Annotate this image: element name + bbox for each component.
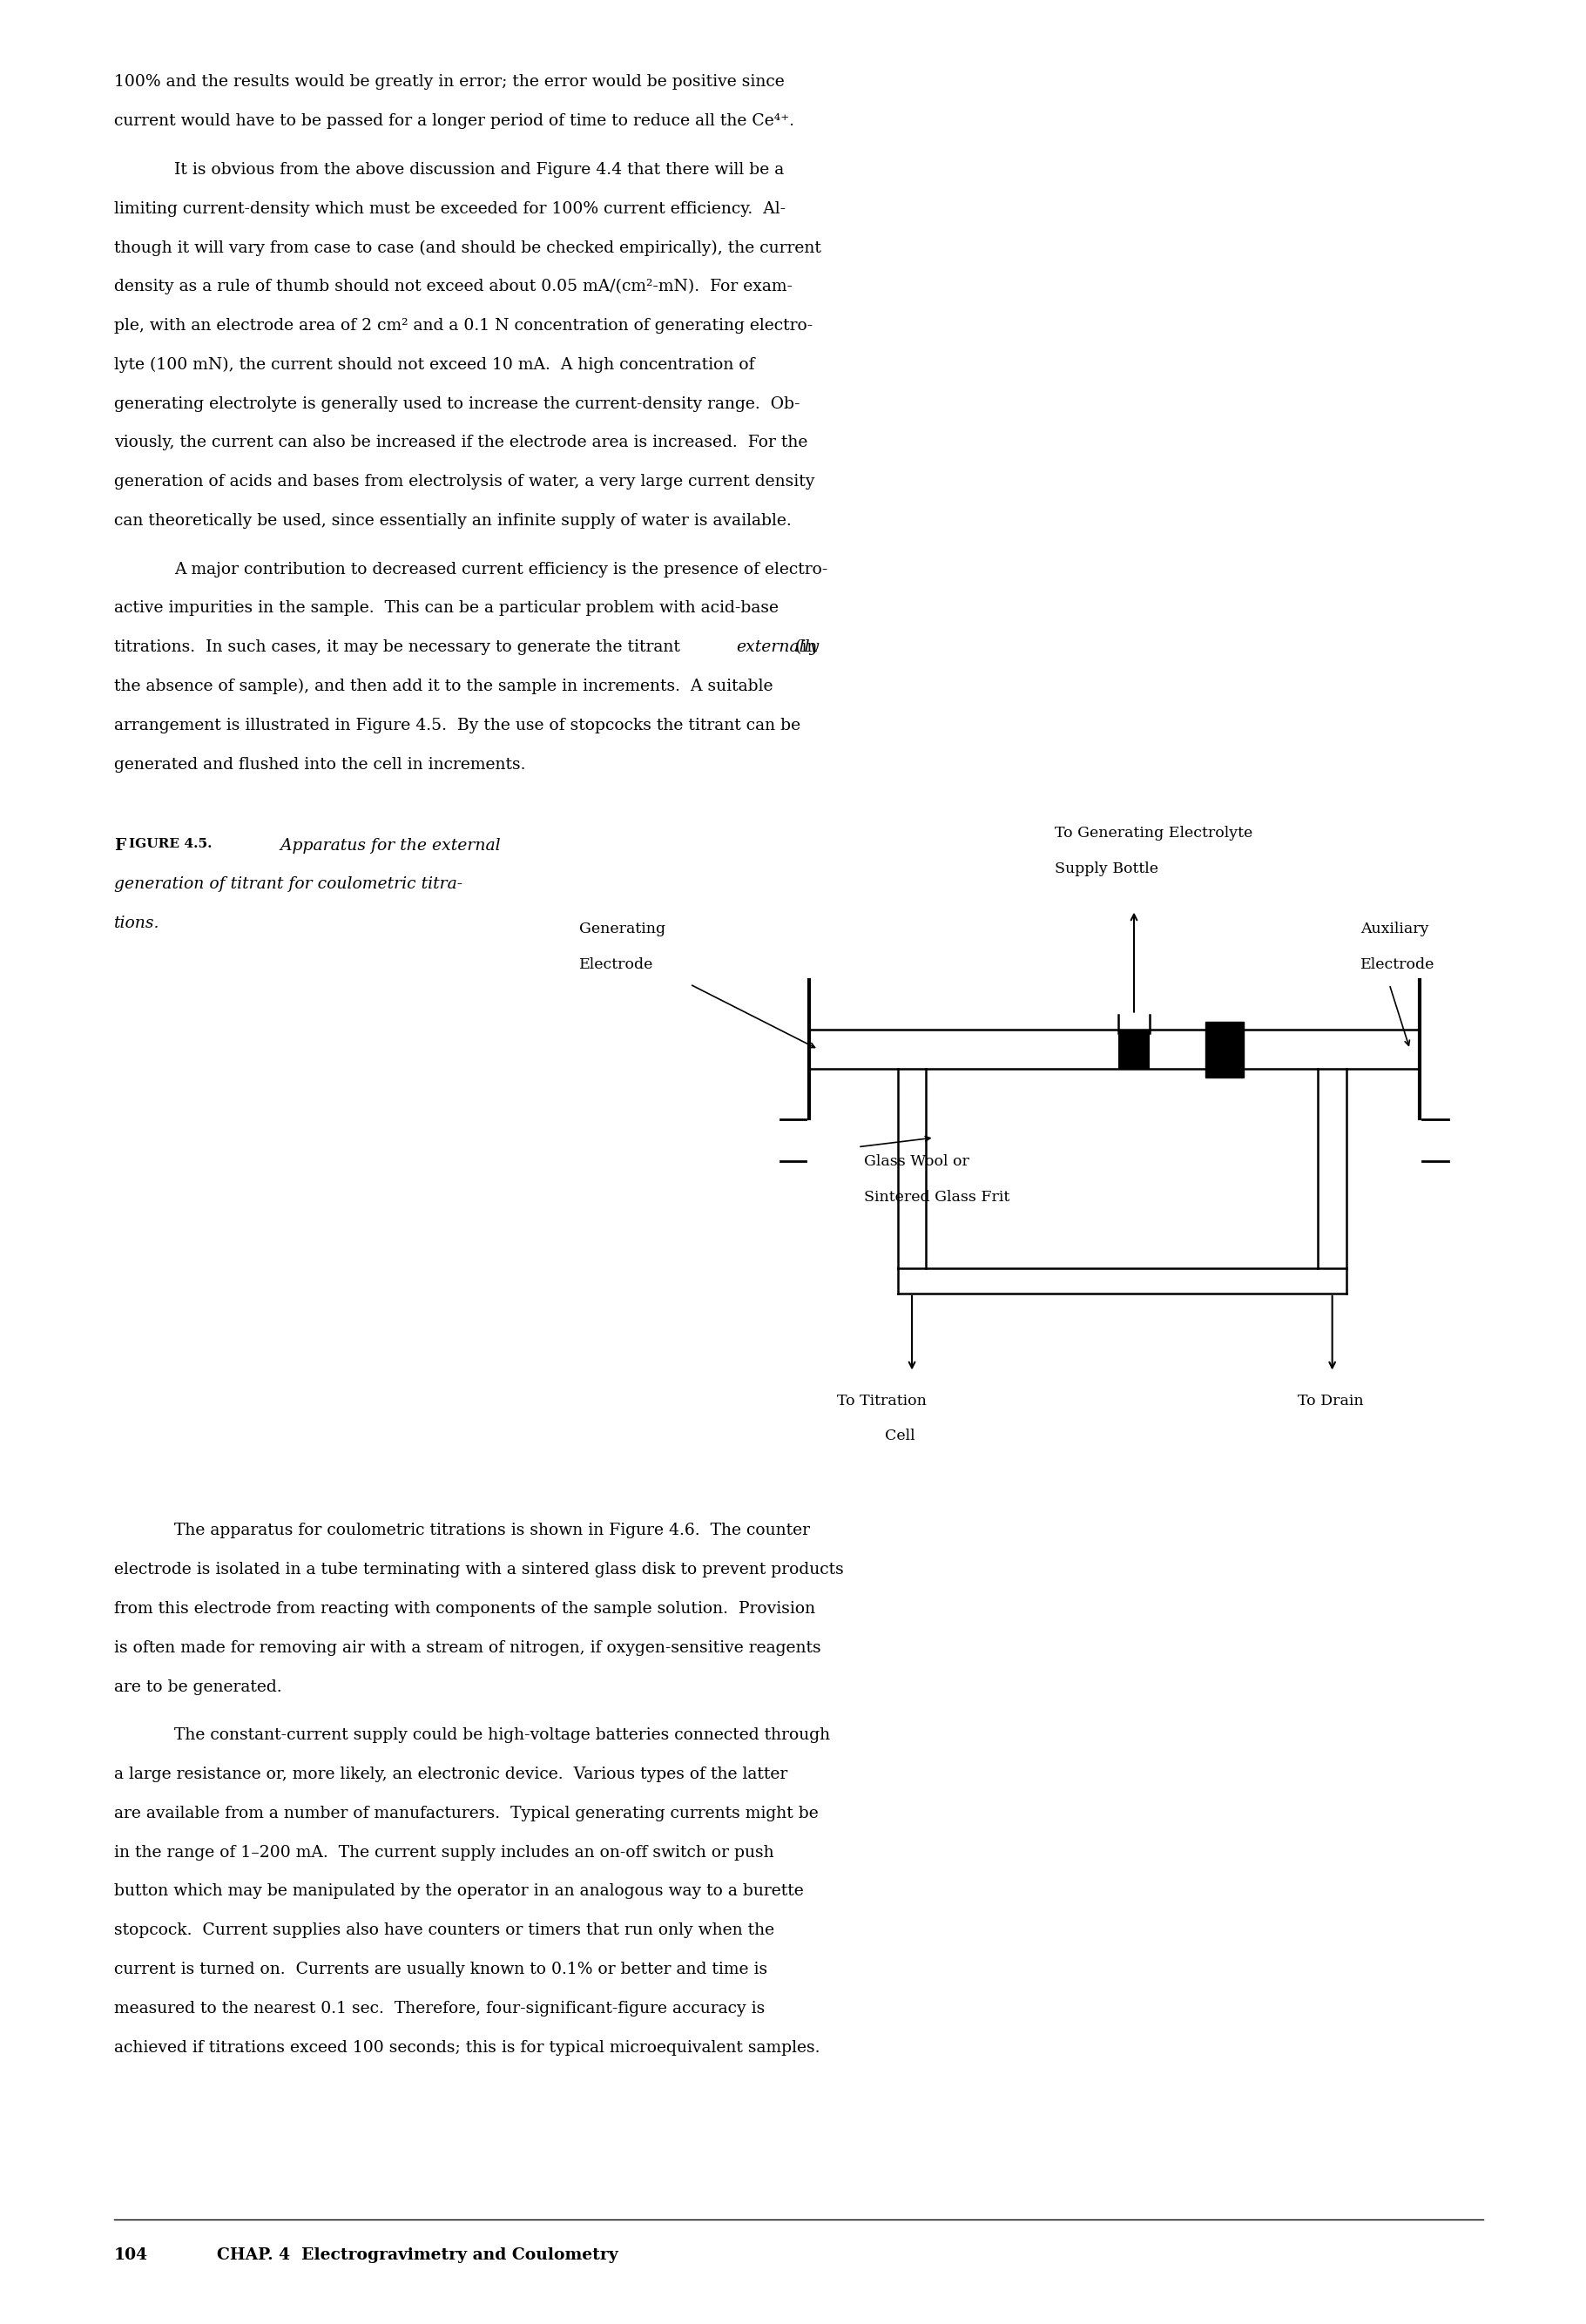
Text: measured to the nearest 0.1 sec.  Therefore, four-significant-figure accuracy is: measured to the nearest 0.1 sec. Therefo… [114, 2001, 764, 2017]
Text: Glass Wool or: Glass Wool or [864, 1155, 969, 1169]
Text: ple, with an electrode area of 2 cm² and a 0.1 N concentration of generating ele: ple, with an electrode area of 2 cm² and… [114, 318, 814, 335]
Text: CHAP. 4  Electrogravimetry and Coulometry: CHAP. 4 Electrogravimetry and Coulometry [217, 2247, 619, 2264]
Text: The apparatus for coulometric titrations is shown in Figure 4.6.  The counter: The apparatus for coulometric titrations… [174, 1522, 810, 1538]
Text: viously, the current can also be increased if the electrode area is increased.  : viously, the current can also be increas… [114, 435, 807, 451]
Text: titrations.  In such cases, it may be necessary to generate the titrant: titrations. In such cases, it may be nec… [114, 639, 685, 655]
Text: generating electrolyte is generally used to increase the current-density range. : generating electrolyte is generally used… [114, 395, 799, 411]
Text: current would have to be passed for a longer period of time to reduce all the Ce: current would have to be passed for a lo… [114, 114, 795, 130]
Text: To Titration: To Titration [837, 1394, 926, 1408]
Text: To Drain: To Drain [1297, 1394, 1364, 1408]
Text: It is obvious from the above discussion and Figure 4.4 that there will be a: It is obvious from the above discussion … [174, 163, 785, 177]
Text: density as a rule of thumb should not exceed about 0.05 mA/(cm²-mN).  For exam-: density as a rule of thumb should not ex… [114, 279, 793, 295]
Text: Electrode: Electrode [579, 957, 653, 971]
Text: limiting current-density which must be exceeded for 100% current efficiency.  Al: limiting current-density which must be e… [114, 200, 785, 216]
Text: Electrode: Electrode [1361, 957, 1435, 971]
Text: tions.: tions. [114, 916, 160, 932]
Text: arrangement is illustrated in Figure 4.5.  By the use of stopcocks the titrant c: arrangement is illustrated in Figure 4.5… [114, 718, 801, 734]
Text: 104: 104 [114, 2247, 147, 2264]
Text: achieved if titrations exceed 100 seconds; this is for typical microequivalent s: achieved if titrations exceed 100 second… [114, 2040, 820, 2054]
Bar [1205, 1023, 1243, 1078]
Text: externally: externally [736, 639, 820, 655]
Text: The constant-current supply could be high-voltage batteries connected through: The constant-current supply could be hig… [174, 1727, 831, 1743]
Text: To Generating Electrolyte: To Generating Electrolyte [1055, 825, 1253, 841]
Text: Supply Bottle: Supply Bottle [1055, 862, 1158, 876]
Text: are to be generated.: are to be generated. [114, 1680, 282, 1694]
Text: though it will vary from case to case (and should be checked empirically), the c: though it will vary from case to case (a… [114, 239, 822, 256]
Text: A major contribution to decreased current efficiency is the presence of electro-: A major contribution to decreased curren… [174, 562, 828, 576]
Text: 100% and the results would be greatly in error; the error would be positive sinc: 100% and the results would be greatly in… [114, 74, 785, 91]
Text: is often made for removing air with a stream of nitrogen, if oxygen-sensitive re: is often made for removing air with a st… [114, 1641, 822, 1655]
Text: generated and flushed into the cell in increments.: generated and flushed into the cell in i… [114, 758, 525, 772]
Text: current is turned on.  Currents are usually known to 0.1% or better and time is: current is turned on. Currents are usual… [114, 1961, 768, 1978]
Text: F: F [114, 837, 125, 853]
Text: (in: (in [790, 639, 817, 655]
Text: lyte (100 mN), the current should not exceed 10 mA.  A high concentration of: lyte (100 mN), the current should not ex… [114, 358, 755, 372]
Text: in the range of 1–200 mA.  The current supply includes an on-off switch or push: in the range of 1–200 mA. The current su… [114, 1845, 774, 1859]
Bar [1118, 1030, 1150, 1069]
Text: can theoretically be used, since essentially an infinite supply of water is avai: can theoretically be used, since essenti… [114, 514, 791, 530]
Text: generation of acids and bases from electrolysis of water, a very large current d: generation of acids and bases from elect… [114, 474, 815, 490]
Text: IGURE 4.5.: IGURE 4.5. [128, 837, 213, 851]
Text: active impurities in the sample.  This can be a particular problem with acid-bas: active impurities in the sample. This ca… [114, 600, 779, 616]
Text: stopcock.  Current supplies also have counters or timers that run only when the: stopcock. Current supplies also have cou… [114, 1922, 774, 1938]
Text: electrode is isolated in a tube terminating with a sintered glass disk to preven: electrode is isolated in a tube terminat… [114, 1562, 844, 1578]
Text: Auxiliary: Auxiliary [1361, 923, 1429, 937]
Text: button which may be manipulated by the operator in an analogous way to a burette: button which may be manipulated by the o… [114, 1885, 804, 1899]
Text: Apparatus for the external: Apparatus for the external [270, 837, 500, 853]
Text: from this electrode from reacting with components of the sample solution.  Provi: from this electrode from reacting with c… [114, 1601, 815, 1618]
Text: Cell: Cell [885, 1429, 915, 1443]
Text: a large resistance or, more likely, an electronic device.  Various types of the : a large resistance or, more likely, an e… [114, 1766, 788, 1783]
Text: Sintered Glass Frit: Sintered Glass Frit [864, 1190, 1010, 1204]
Text: are available from a number of manufacturers.  Typical generating currents might: are available from a number of manufactu… [114, 1806, 818, 1822]
Text: the absence of sample), and then add it to the sample in increments.  A suitable: the absence of sample), and then add it … [114, 679, 772, 695]
Text: generation of titrant for coulometric titra-: generation of titrant for coulometric ti… [114, 876, 463, 892]
Text: Generating: Generating [579, 923, 665, 937]
